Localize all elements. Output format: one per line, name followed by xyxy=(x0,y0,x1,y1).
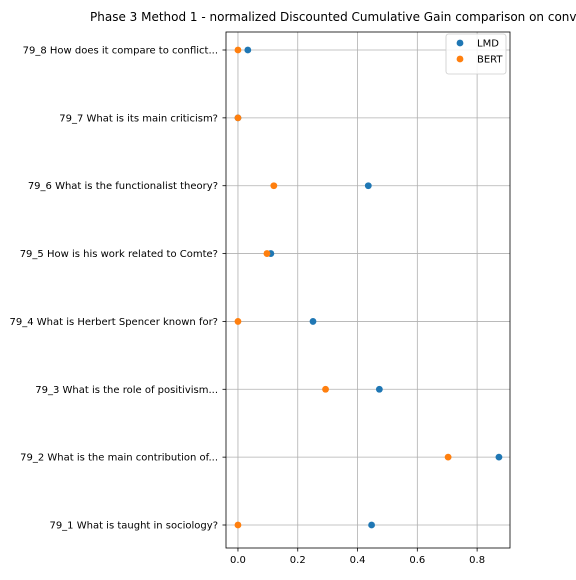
y-tick-label: 79_4 What is Herbert Spencer known for? xyxy=(9,317,218,328)
data-point xyxy=(244,46,252,54)
data-point xyxy=(234,318,242,325)
y-tick-label: 79_2 What is the main contribution of... xyxy=(20,453,218,464)
data-point xyxy=(234,114,242,122)
chart-legend: LMD BERT xyxy=(445,33,507,75)
plot-area-frame xyxy=(225,31,511,549)
legend-label: BERT xyxy=(477,55,503,66)
y-axis-ticks: 79_1 What is taught in sociology? 79_2 Wh… xyxy=(9,46,226,532)
legend-label: LMD xyxy=(477,39,499,50)
data-point xyxy=(322,385,329,393)
data-point xyxy=(364,182,372,190)
data-point xyxy=(234,46,242,54)
data-point xyxy=(263,250,271,257)
x-tick-label: 0.2 xyxy=(290,555,306,566)
y-tick-label: 79_6 What is the functionalist theory? xyxy=(28,181,218,192)
chart-title: Phase 3 Method 1 - normalized Discounted… xyxy=(90,10,576,24)
data-point xyxy=(234,521,242,529)
data-point xyxy=(375,385,383,393)
data-points xyxy=(234,46,503,529)
data-point xyxy=(368,521,375,529)
y-tick-label: 79_8 How does it compare to conflict... xyxy=(23,46,218,57)
x-tick-label: 0.4 xyxy=(350,555,366,566)
y-tick-label: 79_5 How is his work related to Comte? xyxy=(20,249,218,260)
data-point xyxy=(309,318,317,325)
data-point xyxy=(495,453,503,461)
legend-marker xyxy=(456,55,464,63)
x-tick-label: 0.6 xyxy=(409,555,425,566)
y-tick-label: 79_7 What is its main criticism? xyxy=(59,113,218,124)
data-point xyxy=(270,182,278,190)
legend-marker xyxy=(456,39,464,47)
grid-lines xyxy=(226,32,510,548)
series-lmd-points xyxy=(234,46,503,529)
x-axis-ticks: 0.0 0.2 0.4 0.6 0.8 xyxy=(230,548,485,566)
data-point xyxy=(444,453,452,461)
series-bert-points xyxy=(234,46,452,529)
y-tick-label: 79_1 What is taught in sociology? xyxy=(49,521,218,532)
x-tick-label: 0.0 xyxy=(230,555,246,566)
y-tick-label: 79_3 What is the role of positivism... xyxy=(35,385,218,396)
x-tick-label: 0.8 xyxy=(469,555,485,566)
